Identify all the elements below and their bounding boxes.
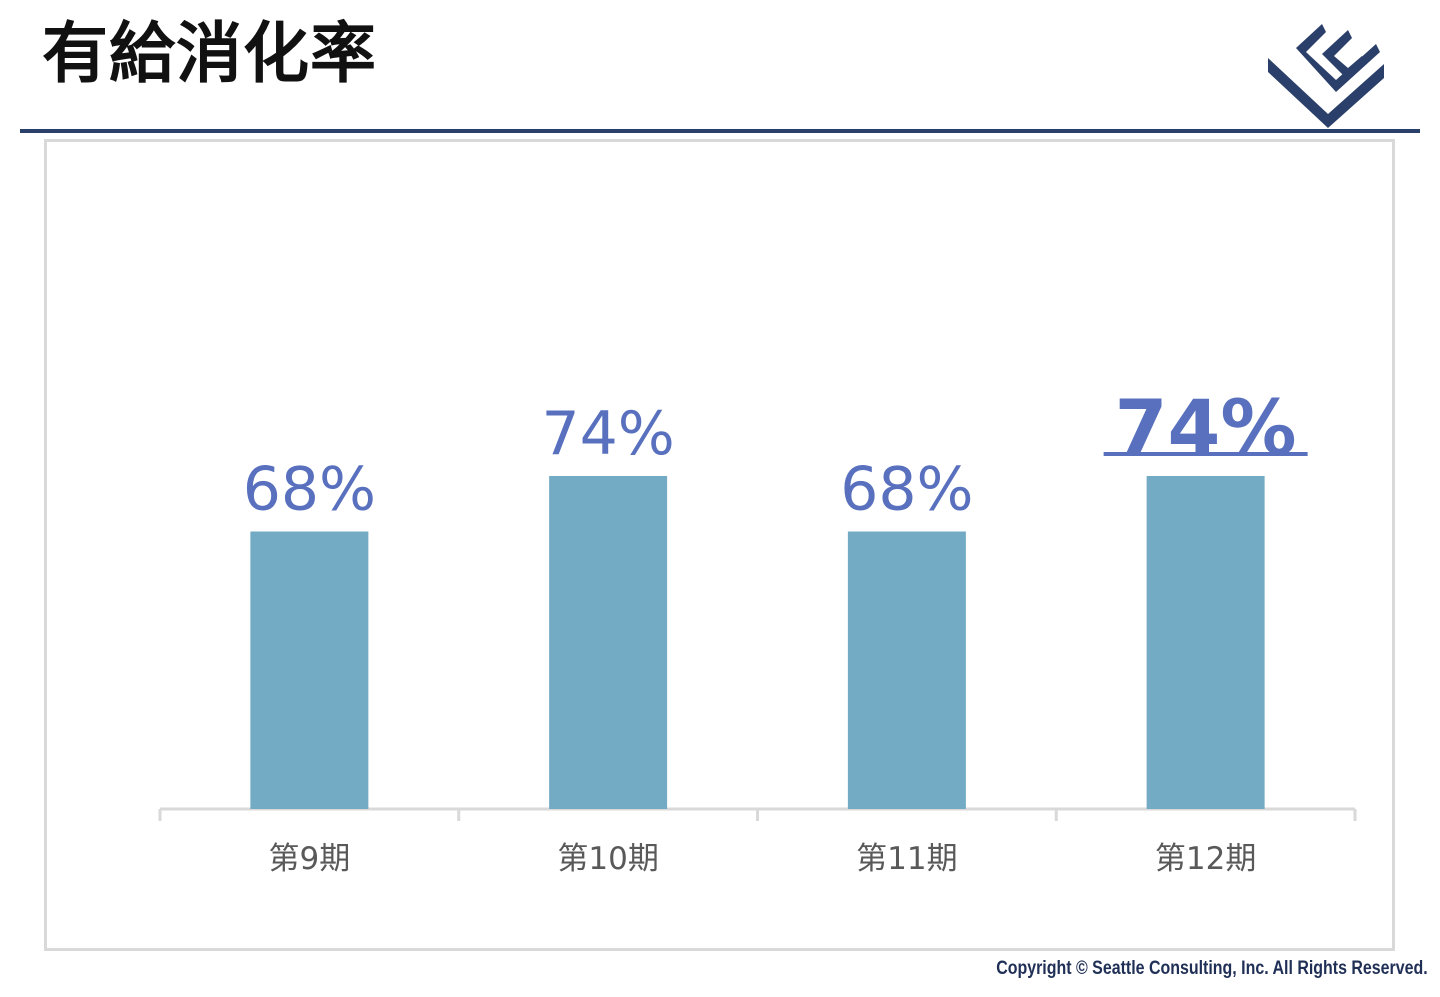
company-logo-icon (1268, 24, 1384, 128)
header-rule (20, 129, 1420, 133)
x-tick-label: 第9期 (269, 841, 351, 877)
data-label: 74% (1115, 383, 1297, 472)
x-tick-label: 第12期 (1155, 841, 1256, 877)
data-label: 68% (243, 455, 376, 525)
x-tick-label: 第11期 (856, 841, 957, 877)
page-title: 有給消化率 (42, 15, 377, 92)
bar (1146, 476, 1265, 809)
bar (549, 476, 668, 809)
x-tick-label: 第10期 (557, 841, 658, 877)
data-label: 74% (541, 399, 674, 469)
bar (847, 531, 966, 809)
bar (250, 531, 369, 809)
data-label: 68% (840, 455, 973, 525)
copyright-notice: Copyright © Seattle Consulting, Inc. All… (996, 958, 1428, 979)
